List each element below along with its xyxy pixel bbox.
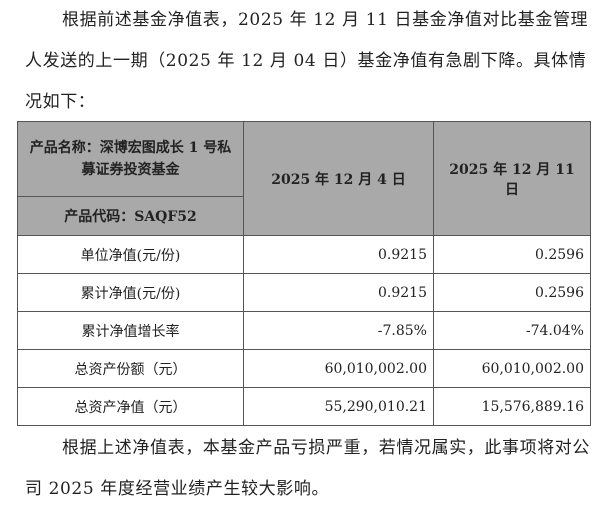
table-row: 累计净值(元/份) 0.9215 0.2596 (17, 273, 591, 312)
row-label: 累计净值增长率 (17, 311, 244, 350)
row-label: 总资产份额（元） (17, 349, 244, 388)
table-row: 单位净值(元/份) 0.9215 0.2596 (17, 235, 591, 274)
cell-value: 0.2596 (433, 273, 591, 312)
fund-nav-table: 产品名称：深博宏图成长 1 号私募证券投资基金 2025 年 12 月 4 日 … (17, 121, 591, 426)
table-header-row: 产品名称：深博宏图成长 1 号私募证券投资基金 2025 年 12 月 4 日 … (17, 121, 591, 236)
cell-value: -7.85% (243, 311, 434, 350)
intro-paragraph: 根据前述基金净值表，2025 年 12 月 11 日基金净值对比基金管理人发送的… (25, 10, 589, 112)
table-row: 累计净值增长率 -7.85% -74.04% (17, 311, 591, 350)
conclusion-paragraph: 根据上述净值表，本基金产品亏损严重，若情况属实，此事项将对公司 2025 年度经… (25, 438, 590, 499)
row-label: 累计净值(元/份) (17, 273, 244, 312)
product-name-cell: 产品名称：深博宏图成长 1 号私募证券投资基金 (17, 121, 244, 197)
cell-value: 60,010,002.00 (433, 349, 591, 388)
cell-value: 60,010,002.00 (243, 349, 434, 388)
cell-value: 55,290,010.21 (243, 387, 434, 426)
product-code-cell: 产品代码：SAQF52 (17, 196, 244, 236)
cell-value: -74.04% (433, 311, 591, 350)
table-header-row: 产品代码：SAQF52 (17, 196, 591, 236)
table-row: 总资产份额（元） 60,010,002.00 60,010,002.00 (17, 349, 591, 388)
cell-value: 0.9215 (243, 235, 434, 274)
column-header: 2025 年 12 月 4 日 (243, 121, 434, 236)
row-label: 总资产净值（元） (17, 387, 244, 426)
table-row: 总资产净值（元） 55,290,010.21 15,576,889.16 (17, 387, 591, 426)
cell-value: 15,576,889.16 (433, 387, 591, 426)
column-header: 2025 年 12 月 11 日 (433, 121, 591, 236)
row-label: 单位净值(元/份) (17, 235, 244, 274)
cell-value: 0.9215 (243, 273, 434, 312)
cell-value: 0.2596 (433, 235, 591, 274)
